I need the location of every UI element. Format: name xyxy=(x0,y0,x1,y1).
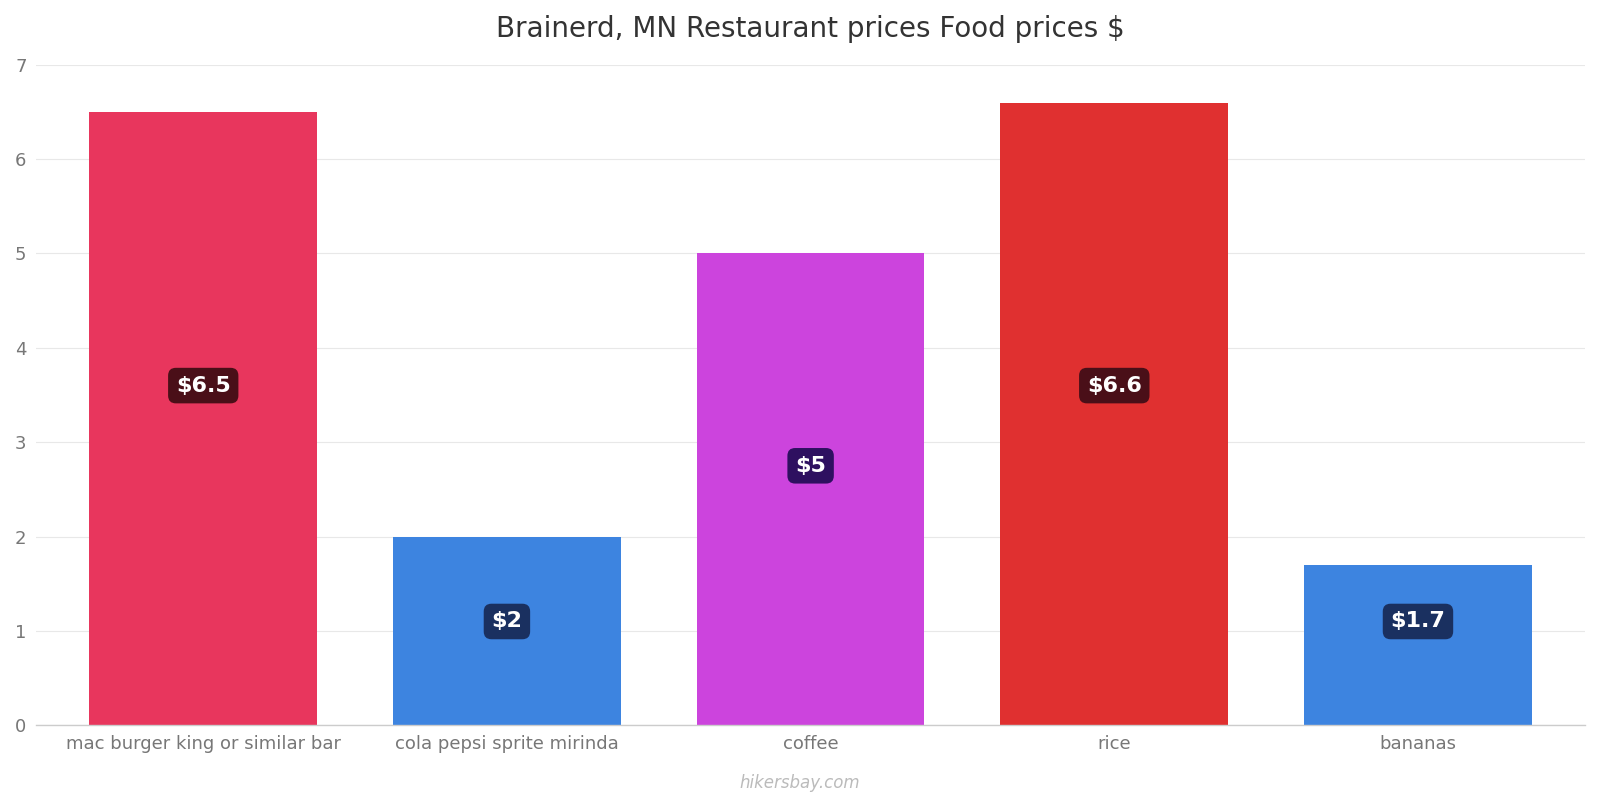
Bar xyxy=(696,254,925,726)
Bar xyxy=(1304,565,1531,726)
Text: $6.6: $6.6 xyxy=(1086,375,1142,395)
Bar xyxy=(394,537,621,726)
Bar xyxy=(1000,102,1229,726)
Bar xyxy=(90,112,317,726)
Text: $2: $2 xyxy=(491,611,522,631)
Text: $6.5: $6.5 xyxy=(176,375,230,395)
Text: $1.7: $1.7 xyxy=(1390,611,1445,631)
Text: hikersbay.com: hikersbay.com xyxy=(739,774,861,792)
Title: Brainerd, MN Restaurant prices Food prices $: Brainerd, MN Restaurant prices Food pric… xyxy=(496,15,1125,43)
Text: $5: $5 xyxy=(795,456,826,476)
